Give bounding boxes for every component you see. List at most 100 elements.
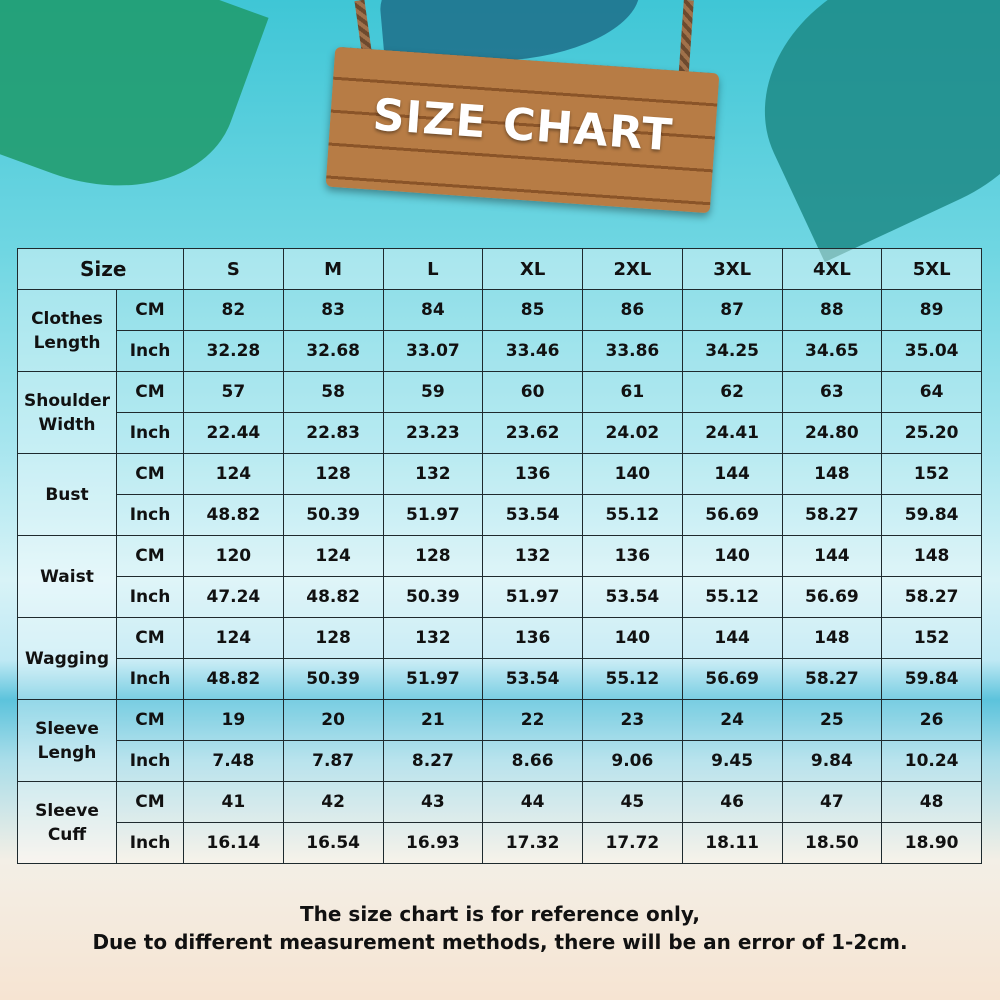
- size-column-header: L: [382, 248, 484, 290]
- unit-label: Inch: [116, 740, 184, 782]
- measurement-value: 23: [582, 699, 683, 741]
- measurement-value: 83: [282, 289, 384, 331]
- measurement-value: 34.65: [781, 330, 883, 372]
- measurement-value: 64: [881, 371, 982, 413]
- measurement-label: Bust: [17, 453, 117, 536]
- measurement-value: 32.28: [183, 330, 284, 372]
- measurement-value: 56.69: [681, 658, 783, 700]
- measurement-value: 58: [282, 371, 384, 413]
- measurement-value: 58.27: [781, 494, 883, 536]
- measurement-value: 50.39: [282, 658, 384, 700]
- measurement-value: 87: [681, 289, 783, 331]
- size-column-header: 4XL: [781, 248, 883, 290]
- measurement-value: 58.27: [781, 658, 883, 700]
- measurement-value: 9.06: [582, 740, 683, 782]
- unit-label: CM: [116, 699, 184, 741]
- measurement-value: 48.82: [183, 658, 284, 700]
- unit-label: CM: [116, 453, 184, 495]
- measurement-value: 9.45: [681, 740, 783, 782]
- measurement-value: 82: [183, 289, 284, 331]
- measurement-value: 21: [382, 699, 484, 741]
- measurement-value: 56.69: [681, 494, 783, 536]
- measurement-label: Shoulder Width: [17, 371, 117, 454]
- size-column-header: XL: [482, 248, 583, 290]
- measurement-value: 25.20: [881, 412, 982, 454]
- measurement-value: 51.97: [382, 494, 484, 536]
- measurement-value: 120: [183, 535, 284, 577]
- measurement-value: 148: [781, 617, 883, 659]
- measurement-value: 17.32: [482, 822, 583, 864]
- measurement-value: 132: [382, 617, 484, 659]
- measurement-value: 42: [282, 781, 384, 823]
- measurement-value: 124: [282, 535, 384, 577]
- unit-label: CM: [116, 371, 184, 413]
- table-row: Inch 47.24 48.82 50.39 51.97 53.54 55.12 56.69 5…: [18, 576, 982, 618]
- measurement-value: 124: [183, 617, 284, 659]
- measurement-value: 45: [582, 781, 683, 823]
- measurement-value: 53.54: [482, 658, 583, 700]
- measurement-value: 18.11: [681, 822, 783, 864]
- measurement-value: 20: [282, 699, 384, 741]
- measurement-value: 7.48: [183, 740, 284, 782]
- table-row: Waist CM 120 124 128 132 136 140 144 148: [17, 535, 982, 618]
- measurement-value: 8.66: [482, 740, 583, 782]
- palm-leaf-decoration: [0, 0, 269, 225]
- table-row: Inch 48.82 50.39 51.97 53.54 55.12 56.69 58.27 5…: [18, 658, 982, 700]
- table-row: Inch 7.48 7.87 8.27 8.66 9.06 9.45 9.84 10.24: [18, 740, 982, 782]
- note-line-2: Due to different measurement methods, th…: [92, 930, 908, 954]
- unit-label: CM: [116, 781, 184, 823]
- measurement-value: 48.82: [183, 494, 284, 536]
- measurement-value: 86: [582, 289, 683, 331]
- measurement-label: Clothes Length: [17, 289, 117, 372]
- size-column-header: 2XL: [582, 248, 683, 290]
- measurement-value: 41: [183, 781, 284, 823]
- table-row: Clothes Length CM 82 83 84 85 86 87 88 89: [17, 289, 982, 372]
- measurement-label: Waist: [17, 535, 117, 618]
- measurement-value: 16.93: [382, 822, 484, 864]
- measurement-value: 136: [482, 617, 583, 659]
- measurement-value: 47.24: [183, 576, 284, 618]
- measurement-value: 9.84: [781, 740, 883, 782]
- size-chart-table: Size S M L XL 2XL 3XL 4XL 5XL Clothes Length CM 8…: [17, 248, 982, 864]
- measurement-value: 22.83: [282, 412, 384, 454]
- table-row: Inch 16.14 16.54 16.93 17.32 17.72 18.11 18.50 1…: [18, 822, 982, 864]
- measurement-value: 85: [482, 289, 583, 331]
- unit-label: Inch: [116, 658, 184, 700]
- measurement-value: 128: [382, 535, 484, 577]
- measurement-value: 136: [582, 535, 683, 577]
- measurement-value: 144: [681, 453, 783, 495]
- measurement-value: 23.23: [382, 412, 484, 454]
- measurement-label: Sleeve Lengh: [17, 699, 117, 782]
- measurement-value: 84: [382, 289, 484, 331]
- measurement-value: 148: [781, 453, 883, 495]
- unit-label: Inch: [116, 494, 184, 536]
- measurement-value: 47: [781, 781, 883, 823]
- measurement-value: 152: [881, 453, 982, 495]
- measurement-value: 7.87: [282, 740, 384, 782]
- measurement-value: 22: [482, 699, 583, 741]
- measurement-value: 25: [781, 699, 883, 741]
- measurement-value: 132: [482, 535, 583, 577]
- measurement-value: 144: [781, 535, 883, 577]
- measurement-value: 61: [582, 371, 683, 413]
- measurement-value: 58.27: [881, 576, 982, 618]
- measurement-value: 50.39: [282, 494, 384, 536]
- measurement-value: 55.12: [681, 576, 783, 618]
- table-row: Sleeve Lengh CM 19 20 21 22 23 24 25 26: [17, 699, 982, 782]
- measurement-value: 140: [582, 617, 683, 659]
- measurement-value: 59.84: [881, 658, 982, 700]
- measurement-value: 24.41: [681, 412, 783, 454]
- measurement-value: 55.12: [582, 494, 683, 536]
- unit-label: CM: [116, 535, 184, 577]
- table-row: Shoulder Width CM 57 58 59 60 61 62 63 64: [17, 371, 982, 454]
- size-column-header: S: [183, 248, 284, 290]
- unit-label: CM: [116, 289, 184, 331]
- measurement-value: 43: [382, 781, 484, 823]
- measurement-value: 53.54: [482, 494, 583, 536]
- measurement-value: 53.54: [582, 576, 683, 618]
- measurement-value: 60: [482, 371, 583, 413]
- measurement-value: 24: [681, 699, 783, 741]
- table-row: Bust CM 124 128 132 136 140 144 148 152: [17, 453, 982, 536]
- unit-label: Inch: [116, 576, 184, 618]
- measurement-value: 62: [681, 371, 783, 413]
